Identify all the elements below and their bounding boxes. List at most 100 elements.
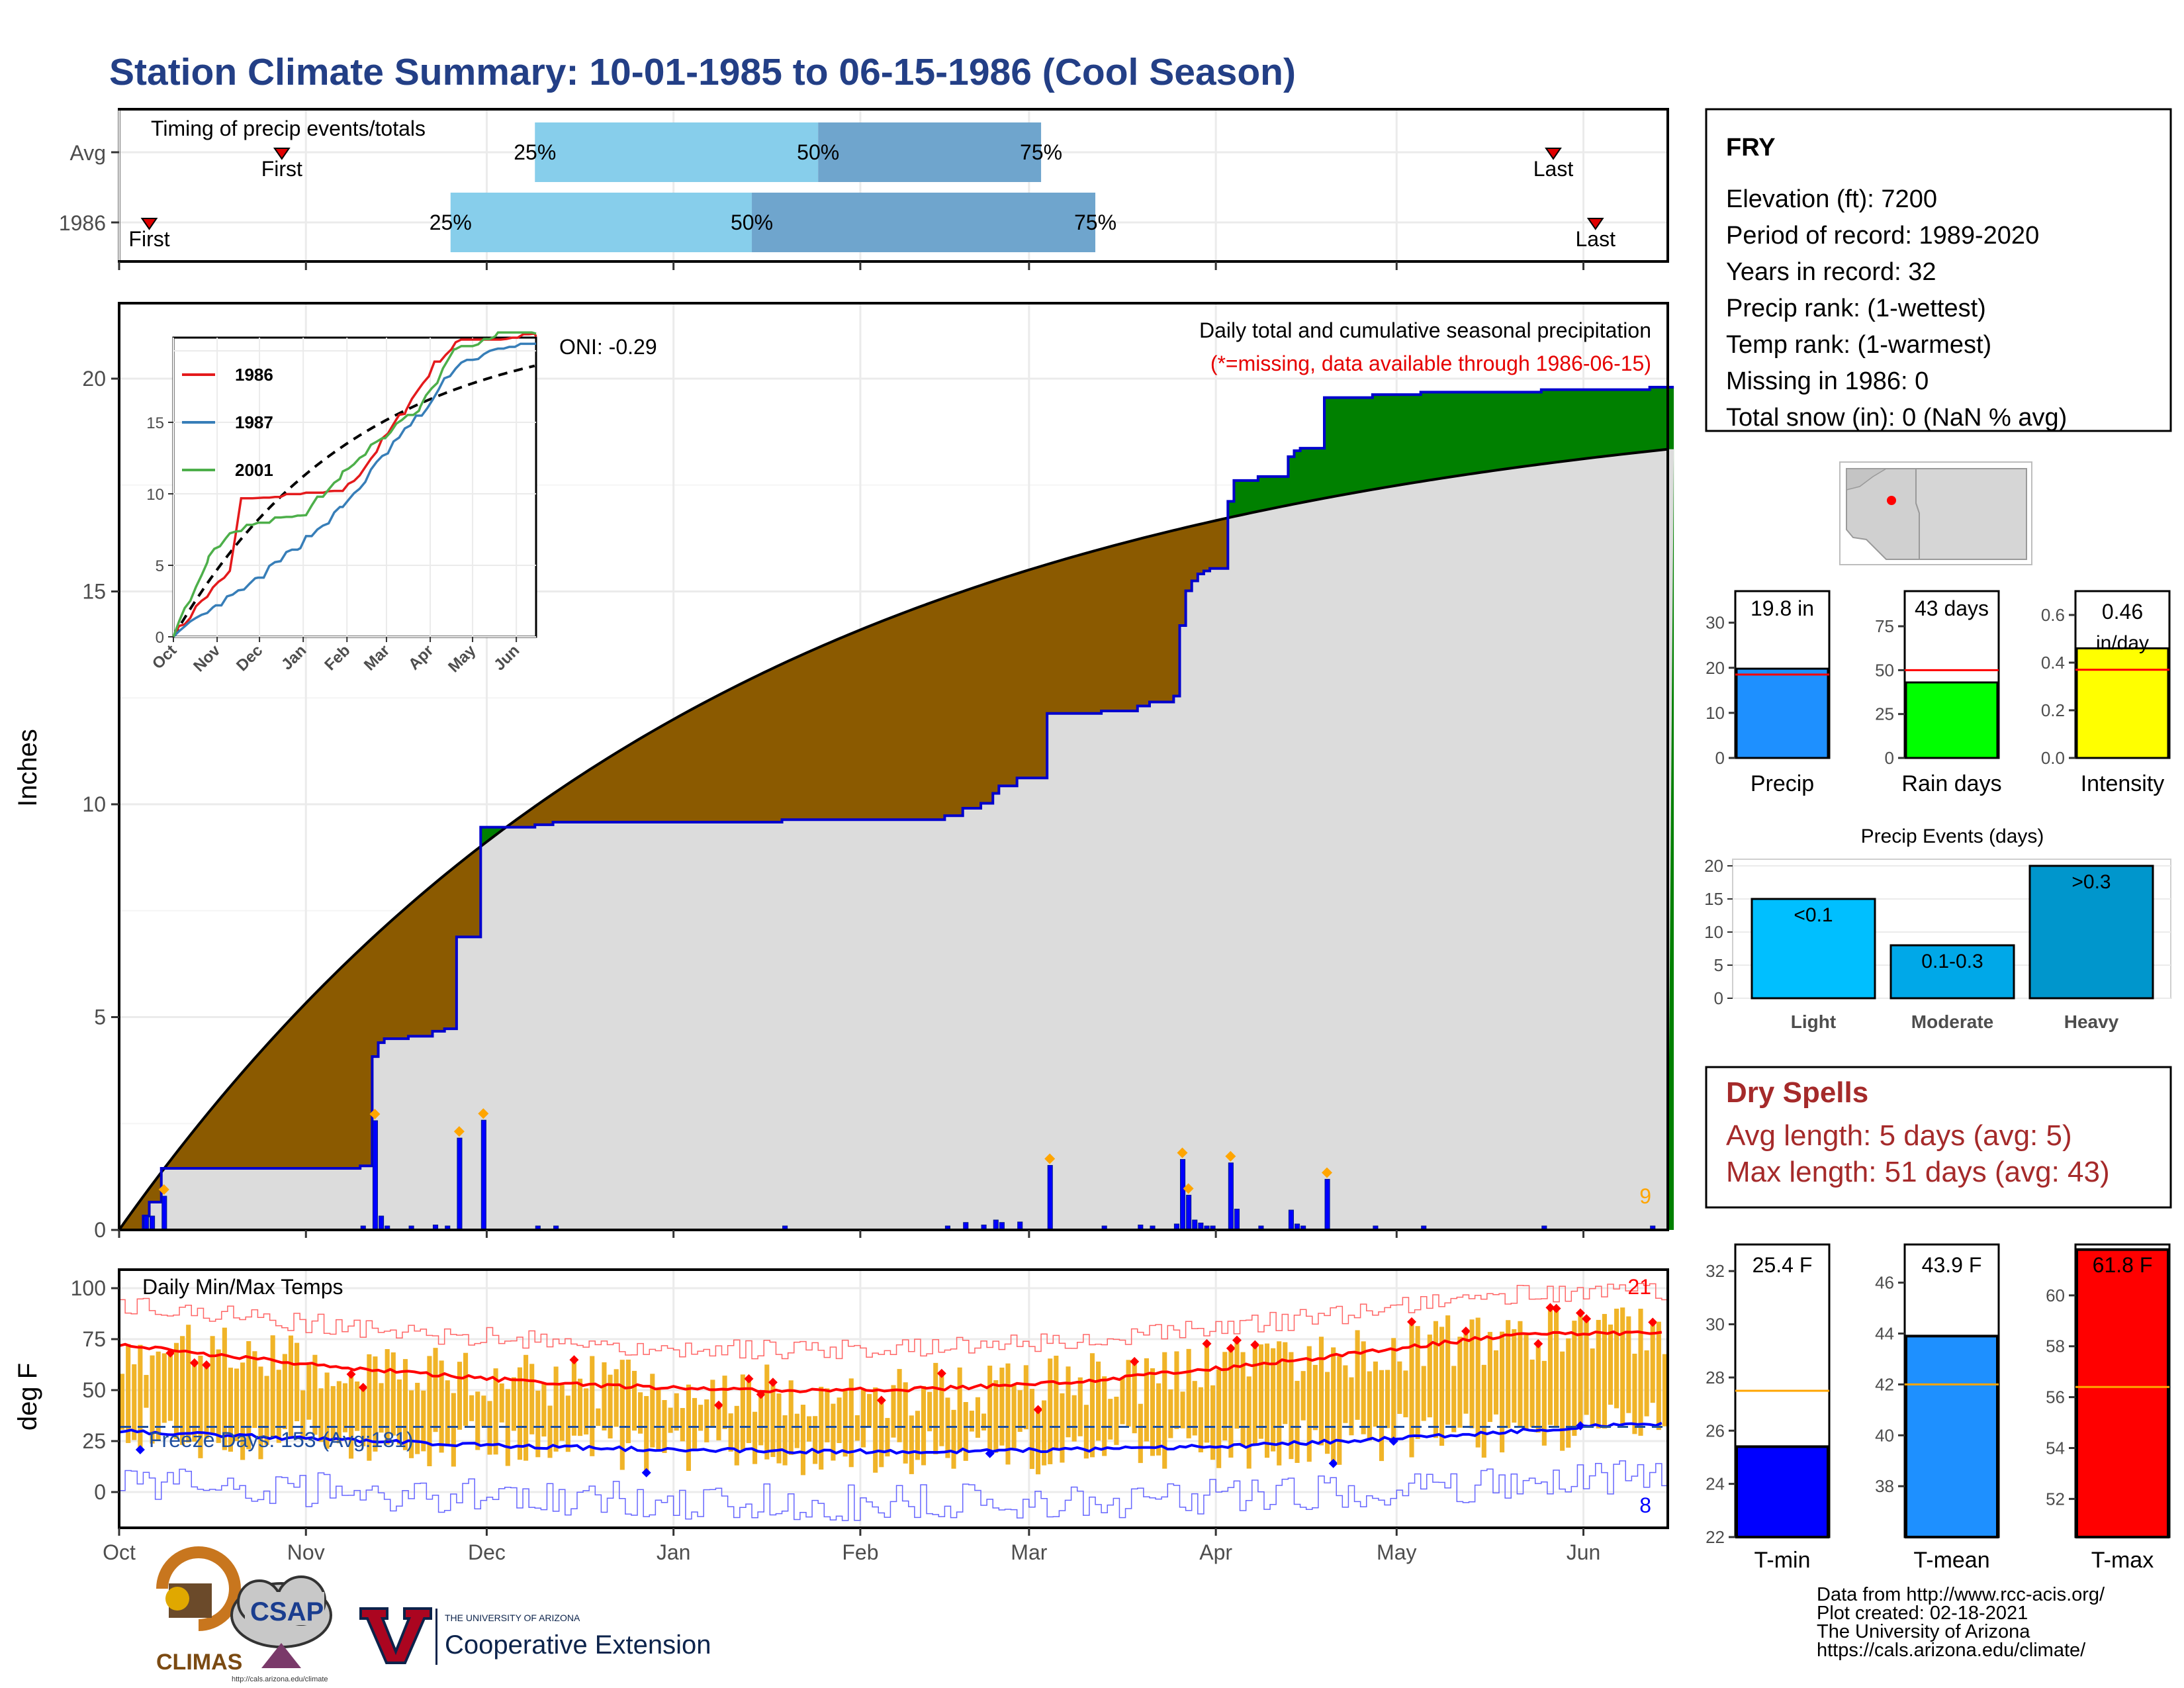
temp-chart-tick-label: 28: [1706, 1368, 1725, 1387]
temp-daily-bar: [1071, 1395, 1077, 1442]
temp-record-high-marker: [936, 1368, 946, 1378]
temp-daily-bar: [1457, 1336, 1463, 1428]
temp-daily-bar: [541, 1382, 547, 1437]
timing-last-label: Last: [1575, 227, 1615, 251]
temp-daily-bar: [547, 1405, 553, 1458]
inset-legend-label: 1986: [235, 365, 273, 385]
temp-daily-bar: [1138, 1403, 1143, 1464]
temp-daily-bar: [469, 1395, 475, 1421]
temp-chart-bar: [1905, 1335, 1999, 1539]
temp-x-tick-label: Feb: [842, 1540, 878, 1564]
temp-record-low-marker: [1328, 1458, 1338, 1468]
temp-daily-bar: [228, 1368, 233, 1452]
temp-daily-bar: [421, 1390, 426, 1452]
temp-daily-bar: [481, 1395, 486, 1427]
temp-daily-bar: [837, 1397, 842, 1443]
mini-chart-tick-label: 30: [1706, 613, 1725, 633]
csap-cloud-fill: [245, 1592, 324, 1625]
temp-daily-bar: [1379, 1370, 1385, 1462]
temp-daily-bar: [1602, 1313, 1607, 1429]
temp-daily-bar: [619, 1360, 625, 1470]
temp-chart-tick-label: 30: [1706, 1315, 1725, 1335]
timing-first-label: First: [261, 157, 302, 181]
temp-daily-bar: [1264, 1343, 1270, 1458]
temperature-bar-charts: 25.4 F 22 24 26 28 30 32 T-min 43.9 F 38 40 42 44 46 T…: [1706, 1243, 2171, 1573]
precip-observed-line: [119, 385, 1674, 1231]
temp-y-tick-label: 50: [82, 1378, 106, 1402]
temp-daily-bar: [1385, 1370, 1390, 1429]
precip-heavy-marker: [1183, 1183, 1194, 1194]
precip-y-tick-label: 20: [82, 367, 106, 391]
temp-daily-bar: [1541, 1360, 1547, 1446]
mini-chart-bar: [1905, 681, 1999, 759]
mini-chart-value-label: 19.8 in: [1751, 596, 1814, 620]
precip-y-tick-label: 15: [82, 580, 106, 604]
cold-day-count: 8: [1639, 1493, 1651, 1517]
temp-daily-bar: [1277, 1341, 1282, 1466]
precip-daily-bar: [1047, 1164, 1053, 1231]
timing-p50-label: 50%: [731, 211, 773, 234]
temp-daily-bar: [246, 1341, 251, 1450]
precip-daily-bar: [150, 1215, 156, 1231]
inset-series-line: [172, 332, 537, 637]
inset-legend: 1986 1987 2001: [182, 365, 273, 480]
new-mexico-shape: [1915, 468, 2027, 560]
temp-daily-bar: [1252, 1345, 1257, 1444]
temp-daily-bar: [300, 1390, 306, 1440]
temp-daily-bar: [367, 1354, 372, 1461]
precip-daily-bar: [161, 1196, 167, 1231]
temp-daily-bar: [167, 1353, 173, 1421]
temp-daily-bar: [1397, 1361, 1402, 1414]
timing-p25-label: 25%: [430, 211, 472, 234]
mini-chart-label: Rain days: [1901, 771, 2001, 796]
temp-daily-bar: [1518, 1321, 1523, 1427]
temp-daily-bar: [644, 1395, 649, 1473]
temp-daily-bar: [885, 1418, 890, 1457]
temp-record-high-marker: [1545, 1303, 1555, 1313]
timing-last-marker: [1545, 148, 1562, 160]
temp-record-high-marker: [1582, 1314, 1592, 1324]
temp-daily-bar: [921, 1385, 927, 1466]
temp-daily-bar: [1361, 1341, 1366, 1434]
temp-daily-bar: [499, 1383, 504, 1423]
temp-record-high-marker: [346, 1370, 356, 1380]
temp-daily-bar: [1126, 1360, 1131, 1427]
temp-daily-bar: [409, 1390, 414, 1458]
precip-daily-bar: [1228, 1162, 1234, 1231]
temp-daily-bar: [867, 1393, 872, 1428]
temp-daily-bar: [975, 1397, 981, 1438]
mini-chart-tick-label: 75: [1875, 616, 1894, 636]
temp-daily-bar: [1144, 1358, 1149, 1442]
temp-daily-bar: [433, 1348, 438, 1432]
climas-logo-text: CLIMAS: [156, 1650, 242, 1675]
temp-daily-bar: [1451, 1366, 1457, 1432]
temp-daily-bar: [306, 1364, 312, 1420]
temp-daily-bar: [1271, 1348, 1276, 1452]
precip-daily-bar: [379, 1215, 385, 1231]
precip-daily-bar: [1192, 1219, 1198, 1231]
precip-events-chart: Precip Events (days) 0 5 10 15 20 <0.1 Light 0.…: [1704, 825, 2171, 1032]
temp-daily-bar: [1312, 1364, 1318, 1430]
temp-daily-bar: [120, 1374, 125, 1430]
precip-panel: 0 5 10 15 20 Daily total and cumulative seas…: [13, 302, 1674, 1242]
temp-daily-bar: [1349, 1377, 1354, 1436]
temp-record-high-marker: [744, 1374, 754, 1383]
temp-daily-bar: [451, 1393, 456, 1467]
temp-daily-bar: [1186, 1348, 1191, 1438]
temp-panel: 0 25 50 75 100 Oct Nov Dec Jan Feb Mar Apr May Jun Da…: [13, 1268, 1669, 1564]
temp-daily-bar: [1620, 1307, 1625, 1425]
mini-chart-tick-label: 0.2: [2041, 700, 2065, 720]
mini-chart-value-label: 0.46: [2102, 600, 2143, 624]
events-y-tick-label: 0: [1714, 988, 1723, 1008]
temp-daily-bar: [1120, 1378, 1125, 1425]
temp-daily-bar: [1289, 1352, 1294, 1460]
temp-daily-bar: [1048, 1358, 1053, 1464]
temp-daily-bar: [1295, 1381, 1300, 1463]
mini-chart-bar: [1735, 667, 1829, 759]
timing-bar-50-75: [818, 122, 1042, 182]
temp-daily-bar: [939, 1374, 944, 1446]
mini-chart-tick-label: 0: [1885, 748, 1894, 768]
temp-daily-bar: [981, 1413, 987, 1430]
temp-daily-bar: [1204, 1344, 1210, 1443]
temp-daily-bar: [396, 1379, 402, 1445]
